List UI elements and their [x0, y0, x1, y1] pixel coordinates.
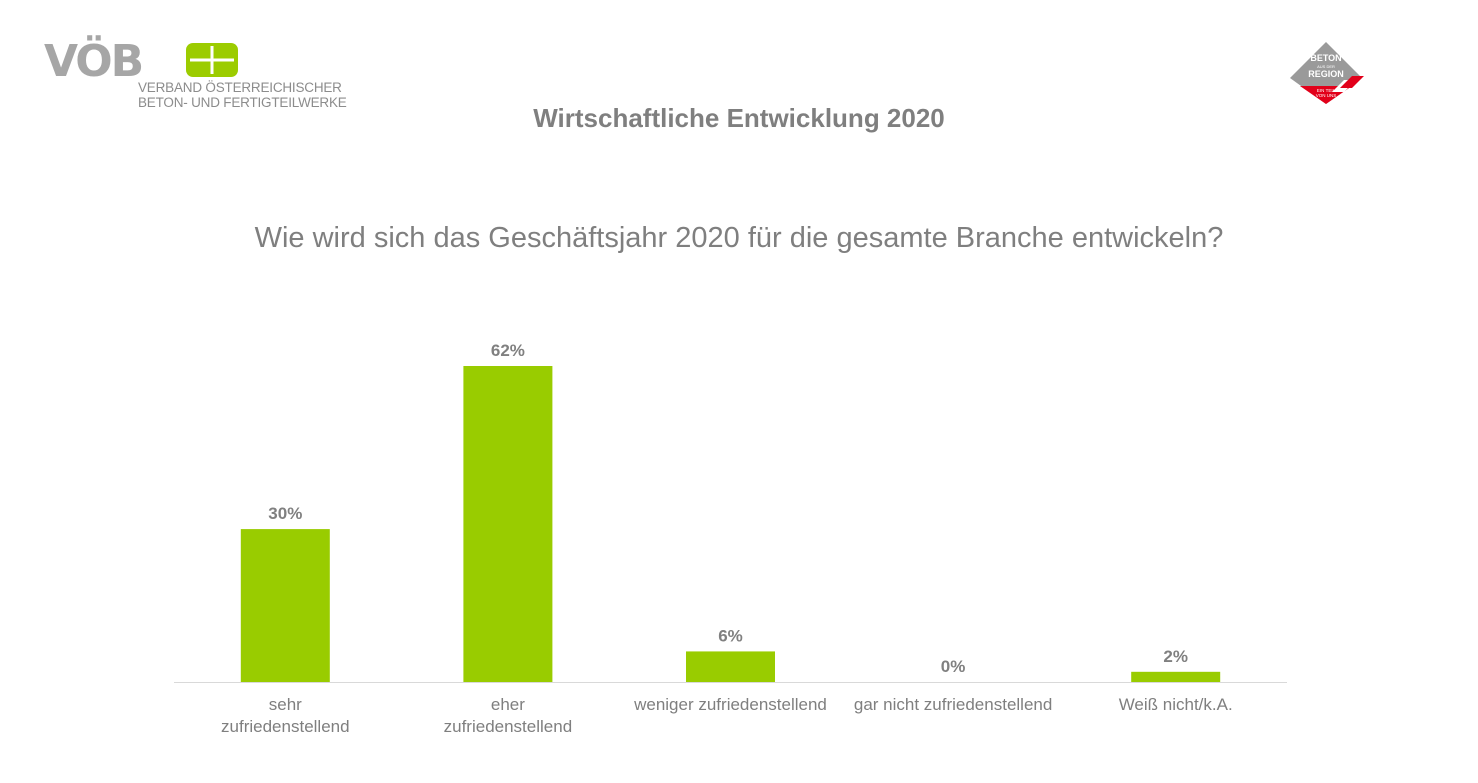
value-label-3: 6% [718, 626, 743, 645]
category-label-3: weniger zufriedenstellend [633, 695, 827, 714]
logo-subtitle-line-2: BETON- UND FERTIGTEILWERKE [138, 95, 347, 110]
value-label-4: 0% [941, 657, 966, 676]
beton-aus-der-region-badge: BETON AUS DER REGION EIN TEIL VON UNS [1290, 42, 1364, 104]
bar-3 [686, 651, 775, 682]
badge-text-5: VON UNS [1316, 93, 1337, 98]
category-label-1-line-2: zufriedenstellend [221, 717, 350, 736]
bars-group [240, 366, 1221, 682]
bar-2 [463, 366, 553, 682]
logo-emblem-icon [186, 43, 238, 77]
badge-text-4: EIN TEIL [1317, 88, 1336, 93]
slide-title: Wirtschaftliche Entwicklung 2020 [533, 103, 945, 133]
labels-group: 30% sehr zufriedenstellend 62% eher zufrieden… [221, 341, 1233, 736]
category-label-1-line-1: sehr [269, 695, 302, 714]
logo-subtitle-line-1: VERBAND ÖSTERREICHISCHER [138, 80, 342, 95]
value-label-5: 2% [1163, 647, 1188, 666]
badge-text-3: REGION [1308, 69, 1344, 79]
logo-wordmark: VÖB [44, 36, 144, 87]
value-label-2: 62% [491, 341, 525, 360]
category-label-2-line-2: zufriedenstellend [444, 717, 573, 736]
badge-text-1: BETON [1310, 53, 1341, 63]
value-label-1: 30% [268, 504, 302, 523]
badge-text-2: AUS DER [1317, 64, 1335, 69]
category-label-4: gar nicht zufriedenstellend [854, 695, 1052, 714]
voeb-logo: VÖB VERBAND ÖSTERREICHISCHER BETON- UND … [44, 36, 347, 115]
category-label-5: Weiß nicht/k.A. [1119, 695, 1233, 714]
bar-1 [240, 529, 330, 682]
bar-5 [1131, 671, 1221, 682]
category-label-2-line-1: eher [491, 695, 525, 714]
chart-question: Wie wird sich das Geschäftsjahr 2020 für… [254, 222, 1224, 254]
